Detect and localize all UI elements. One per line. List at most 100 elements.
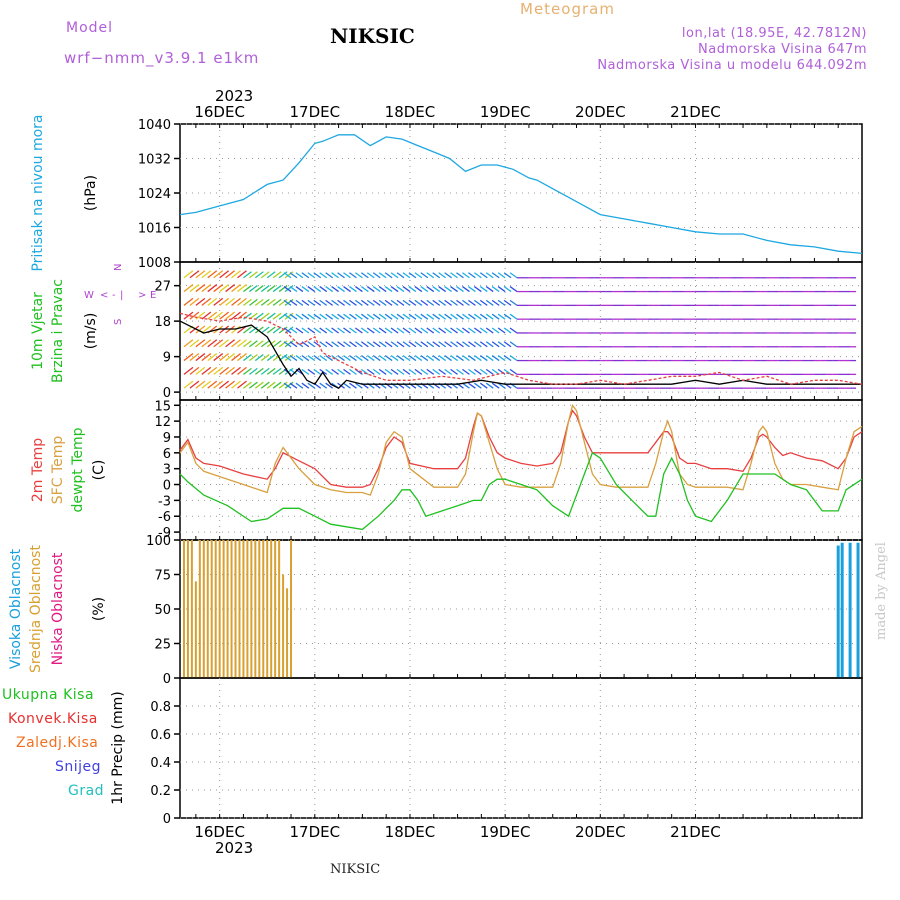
wind-barb [402,286,411,293]
wind-barb [396,286,405,293]
wind-barb [254,354,264,362]
compass-e: E [150,290,156,301]
wind-barb [408,327,417,334]
wind-barb [479,382,488,389]
wind-barb [283,327,292,334]
wind-barb [349,341,357,348]
wind-barb [289,299,298,306]
wind-barb [260,271,270,279]
temperature-ytick-label: -9 [158,526,171,541]
wind-barb [207,284,218,293]
wind-barb [266,271,276,279]
wind-barb [266,298,276,306]
wind-barb [319,327,328,334]
wind-barb [396,355,405,362]
wind-barb [260,298,270,306]
wind-barb [450,313,458,320]
top-day-label-1: 17DEC [290,103,341,121]
wind-barb [225,380,235,389]
bar-srednja-oblacnost [262,540,265,678]
wind-barb [355,355,363,362]
station-title: NIKSIC [330,24,415,48]
wind-barb [509,286,518,293]
wind-barb [414,299,423,306]
wind-barb [278,285,288,293]
wind-barb [360,313,369,320]
wind-barb [372,286,381,293]
clouds-ytick-label: 50 [154,603,171,618]
wind-barb [432,341,441,348]
temperature-series-2m-temp [179,409,863,488]
wind-barb [444,327,452,334]
clouds-ylabel-1: Srednja Oblacnost [28,545,44,673]
bar-srednja-oblacnost [290,540,293,678]
wind-barb [260,367,270,375]
clouds-ytick-label: 25 [154,638,171,653]
wind-barb [231,366,241,375]
wind-barb [491,341,500,348]
wind-barb [289,355,298,362]
wind-barb [301,368,310,375]
wind-barb [254,326,264,334]
wind-barb [219,311,230,320]
wind-barb [283,355,292,362]
wind-barb [426,341,435,348]
wind-barb [349,313,357,320]
wind-barb [337,327,345,334]
wind-barb [349,382,357,389]
wind-barb [260,312,270,320]
wind-barb [283,341,292,348]
temperature-panel [174,399,863,541]
wind-barb [301,299,310,306]
wind-barb [243,340,252,348]
wind-barb [189,380,200,389]
wind-barb [503,368,512,375]
wind-barb [207,297,218,306]
wind-ytick-label: 9 [163,351,171,366]
wind-barb [343,286,351,293]
wind-barb [450,368,458,375]
wind-barb [207,353,218,362]
bar-srednja-oblacnost [230,540,233,678]
wind-barb [473,368,482,375]
model-altitude: Nadmorska Visina u modelu 644.092m [597,58,867,73]
wind-barb [343,368,351,375]
wind-barb [450,299,458,306]
wind-barb [390,368,399,375]
wind-barb [396,341,405,348]
wind-barb [225,366,235,375]
wind-barb [248,381,258,389]
precip-legend-0: Ukupna Kisa [2,687,94,703]
wind-barb [473,327,482,334]
wind-barb [456,313,464,320]
wind-barb [468,355,476,362]
wind-barb [225,311,235,320]
wind-barb [243,326,252,334]
wind-barb [420,313,429,320]
wind-barb [509,368,518,375]
wind-barb [450,272,458,279]
wind-barb [396,313,405,320]
wind-barb [479,327,488,334]
wind-barb [295,286,304,293]
wind-barb [479,341,488,348]
compass-w: W [84,290,94,301]
wind-barb [260,340,270,348]
wind-barb [509,299,518,306]
wind-barb [195,270,206,279]
wind-ylabel-1: Brzina i Pravac [50,279,66,383]
bar-visoka-oblacnost [840,542,844,678]
wind-series-brzina [179,320,862,389]
wind-ytick-label: 18 [154,315,171,330]
pressure-ytick-label: 1032 [138,153,171,168]
wind-barb [319,382,328,389]
wind-barb [295,355,304,362]
precip-ytick-label: 0.4 [150,756,171,771]
wind-barb [485,355,494,362]
wind-barb [402,299,411,306]
precip-legend-4: Grad [68,783,104,799]
wind-barb [396,299,405,306]
wind-barb [408,299,417,306]
wind-barb [231,353,241,362]
